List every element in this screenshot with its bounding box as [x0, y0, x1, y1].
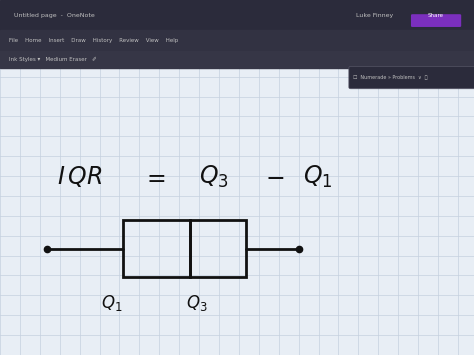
Text: $=$: $=$: [142, 165, 166, 189]
Text: $Q_1$: $Q_1$: [303, 164, 333, 190]
Text: $I\,QR$: $I\,QR$: [57, 164, 102, 190]
Text: Luke Finney: Luke Finney: [356, 12, 393, 18]
Bar: [0, 0, 474, 30]
Text: Ink Styles ▾   Medium Eraser   ✐: Ink Styles ▾ Medium Eraser ✐: [9, 57, 97, 62]
Text: $Q_1$: $Q_1$: [100, 293, 122, 313]
FancyBboxPatch shape: [411, 14, 461, 27]
Text: ☐  Numerade » Problems  ∨  ⤢: ☐ Numerade » Problems ∨ ⤢: [353, 75, 428, 80]
Text: Untitled page  -  OneNote: Untitled page - OneNote: [14, 12, 95, 18]
Text: $Q_3$: $Q_3$: [199, 164, 229, 190]
FancyBboxPatch shape: [349, 66, 474, 89]
Bar: [0, 30, 474, 51]
Text: Share: Share: [428, 12, 444, 18]
Bar: [0, 51, 474, 68]
Text: $-$: $-$: [265, 165, 285, 189]
Text: $Q_3$: $Q_3$: [186, 293, 208, 313]
Text: File    Home    Insert    Draw    History    Review    View    Help: File Home Insert Draw History Review Vie…: [9, 38, 179, 43]
